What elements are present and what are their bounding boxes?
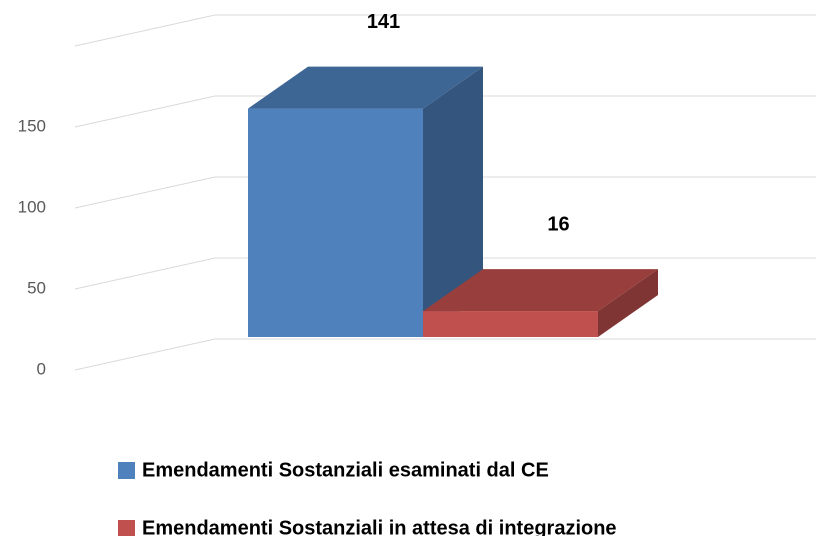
value-label: 141 xyxy=(367,11,400,33)
value-label: 16 xyxy=(547,213,569,235)
grid-line xyxy=(74,257,816,290)
y-tick-label: 50 xyxy=(27,278,46,297)
legend-label: Emendamenti Sostanziali in attesa di int… xyxy=(142,517,617,536)
bar-top xyxy=(248,66,483,109)
grid-line xyxy=(74,338,816,371)
legend-label: Emendamenti Sostanziali esaminati dal CE xyxy=(142,459,549,481)
legend-swatch xyxy=(118,520,135,536)
bar xyxy=(248,108,423,337)
legend-swatch xyxy=(118,462,135,479)
grid-line xyxy=(74,95,816,128)
grid-top xyxy=(74,14,816,47)
bar-side xyxy=(598,269,658,337)
y-tick-label: 0 xyxy=(37,359,46,378)
y-tick-label: 150 xyxy=(18,116,46,135)
bar-side xyxy=(423,66,483,337)
grid-line xyxy=(74,176,816,209)
bar xyxy=(423,311,598,337)
bar-top xyxy=(423,269,658,312)
y-tick-label: 100 xyxy=(18,197,46,216)
